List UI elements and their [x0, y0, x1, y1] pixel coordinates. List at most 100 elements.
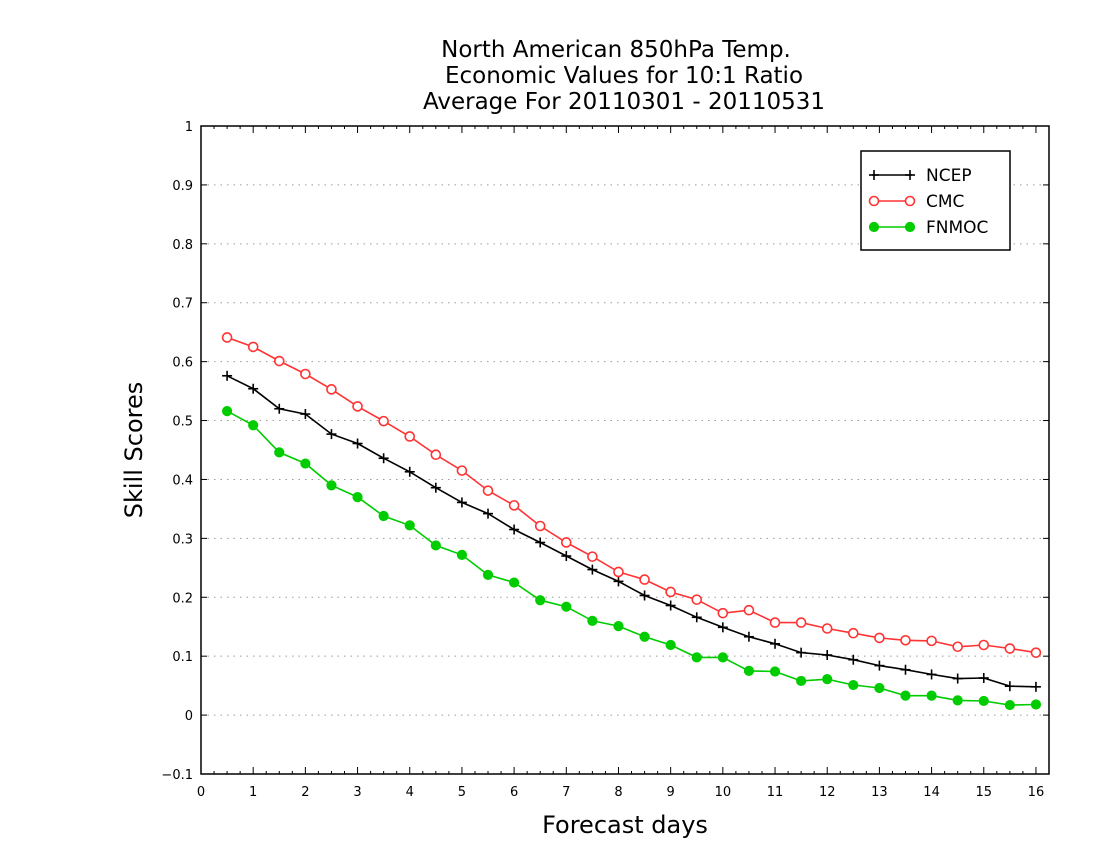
- x-axis-label: Forecast days: [542, 811, 708, 839]
- data-point-ncep: [978, 672, 989, 683]
- x-tick-label: 8: [614, 785, 622, 800]
- legend-label: CMC: [926, 192, 964, 212]
- legend-marker: [905, 170, 915, 180]
- x-tick-label: 13: [871, 785, 888, 800]
- data-point-ncep: [822, 650, 833, 661]
- data-point-cmc: [795, 617, 807, 628]
- data-point-cmc: [769, 617, 781, 628]
- series-ncep: [222, 370, 1041, 692]
- data-point-cmc: [482, 485, 494, 496]
- data-point-ncep: [874, 660, 885, 671]
- data-point-fnmoc: [352, 492, 363, 503]
- series-cmc: [221, 332, 1042, 658]
- data-point-ncep: [796, 647, 807, 658]
- legend-marker: [904, 195, 916, 207]
- data-point-cmc: [534, 520, 546, 532]
- series-line-fnmoc: [226, 410, 1037, 706]
- data-point-fnmoc: [482, 569, 494, 580]
- data-point-fnmoc: [509, 577, 520, 588]
- y-tick-label: −0.1: [161, 768, 193, 783]
- x-tick-label: 1: [249, 785, 257, 800]
- data-point-ncep: [561, 551, 572, 562]
- legend-marker: [868, 195, 880, 207]
- data-point-ncep: [717, 622, 728, 633]
- data-point-cmc: [691, 594, 703, 605]
- data-point-fnmoc: [665, 639, 676, 651]
- data-point-fnmoc: [274, 447, 285, 458]
- data-point-cmc: [378, 415, 389, 427]
- x-tick-label: 11: [767, 785, 784, 800]
- legend-label: NCEP: [926, 166, 972, 186]
- data-point-cmc: [326, 384, 337, 395]
- data-point-ncep: [613, 576, 624, 587]
- data-point-cmc: [717, 607, 729, 619]
- data-point-fnmoc: [561, 601, 572, 612]
- data-point-fnmoc: [874, 682, 885, 694]
- data-point-fnmoc: [639, 631, 650, 642]
- data-point-ncep: [1030, 681, 1041, 692]
- data-point-fnmoc: [456, 549, 468, 560]
- data-point-cmc: [821, 623, 833, 634]
- x-tick-label: 15: [975, 785, 992, 800]
- x-tick-label: 16: [1028, 785, 1045, 800]
- data-point-ncep: [300, 409, 311, 420]
- y-tick-label: 0.2: [172, 591, 193, 606]
- data-point-cmc: [978, 639, 990, 651]
- data-point-cmc: [926, 635, 937, 647]
- legend: NCEP CMC FNMOC: [860, 150, 1011, 251]
- data-point-ncep: [1004, 681, 1015, 692]
- series-line-cmc: [226, 336, 1037, 654]
- data-point-fnmoc: [848, 679, 859, 691]
- data-point-cmc: [221, 332, 233, 343]
- data-point-fnmoc: [900, 690, 911, 701]
- data-point-fnmoc: [769, 666, 781, 677]
- data-point-fnmoc: [535, 595, 546, 606]
- legend-marker: [868, 221, 880, 233]
- y-tick-label: 0.6: [172, 356, 193, 371]
- data-point-fnmoc: [378, 510, 389, 522]
- x-tick-label: 10: [715, 785, 732, 800]
- data-point-fnmoc: [1030, 699, 1042, 710]
- data-point-ncep: [248, 383, 259, 394]
- x-axis: 0 1 2 3 4 5 6 7 8 9 10 11 12 13 14 15 16: [197, 126, 1044, 800]
- data-point-fnmoc: [300, 458, 311, 469]
- data-point-fnmoc: [743, 665, 755, 677]
- x-tick-label: 12: [819, 785, 836, 800]
- data-point-ncep: [404, 466, 415, 477]
- x-tick-label: 6: [510, 785, 518, 800]
- data-point-fnmoc: [587, 615, 598, 626]
- data-point-fnmoc: [952, 695, 963, 706]
- data-point-fnmoc: [326, 480, 337, 491]
- data-point-cmc: [273, 355, 285, 367]
- data-point-fnmoc: [822, 674, 833, 685]
- x-tick-label: 5: [458, 785, 466, 800]
- data-point-cmc: [613, 566, 624, 578]
- data-point-ncep: [587, 564, 598, 575]
- data-point-fnmoc: [248, 420, 259, 431]
- y-axis-label: Skill Scores: [120, 382, 148, 519]
- plot-area-frame: [200, 125, 1050, 775]
- data-point-cmc: [352, 401, 363, 412]
- data-point-cmc: [456, 465, 468, 476]
- data-point-cmc: [743, 604, 755, 616]
- title-line-2: Economic Values for 10:1 Ratio: [445, 63, 803, 89]
- data-point-ncep: [274, 403, 285, 414]
- y-tick-label: 0.9: [172, 179, 193, 194]
- data-point-cmc: [404, 431, 416, 442]
- data-point-ncep: [743, 631, 754, 642]
- data-point-fnmoc: [1004, 699, 1015, 711]
- data-point-ncep: [848, 654, 859, 665]
- y-tick-label: 0.4: [172, 473, 193, 488]
- data-point-fnmoc: [613, 621, 624, 632]
- data-point-ncep: [665, 600, 676, 611]
- data-point-ncep: [535, 537, 546, 548]
- data-point-ncep: [326, 429, 337, 440]
- title-line-1: North American 850hPa Temp.: [441, 37, 791, 63]
- data-point-ncep: [770, 638, 781, 649]
- x-tick-label: 2: [301, 785, 309, 800]
- data-point-ncep: [222, 370, 233, 381]
- data-point-fnmoc: [926, 690, 937, 701]
- data-point-fnmoc: [430, 540, 441, 551]
- data-point-ncep: [952, 673, 963, 684]
